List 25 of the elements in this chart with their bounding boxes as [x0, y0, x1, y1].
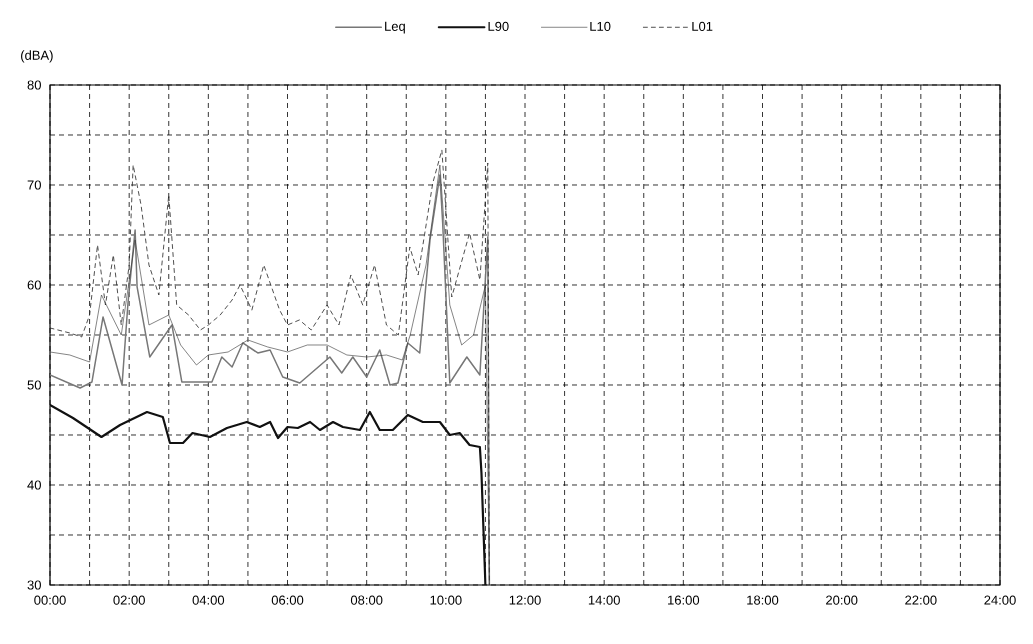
legend-label: L01 — [692, 21, 713, 31]
x-tick-label: 18:00 — [747, 595, 779, 605]
y-tick-label: 80 — [27, 80, 41, 90]
x-tick-label: 12:00 — [509, 595, 541, 605]
x-tick-label: 08:00 — [350, 595, 383, 605]
x-tick-label: 04:00 — [192, 595, 225, 605]
y-axis-title: (dBA) — [21, 50, 53, 63]
x-tick-label: 16:00 — [668, 595, 700, 605]
x-tick-label: 22:00 — [905, 595, 937, 605]
x-tick-label: 14:00 — [588, 595, 620, 605]
x-tick-label: 24:00 — [984, 595, 1016, 605]
y-tick-label: 30 — [27, 580, 41, 590]
legend-label: Leq — [385, 21, 405, 34]
y-tick-label: 60 — [27, 280, 41, 290]
y-tick-label: 40 — [27, 480, 41, 490]
legend-label: L10 — [590, 21, 611, 31]
x-tick-label: 10:00 — [430, 595, 462, 605]
x-tick-label: 00:00 — [34, 595, 66, 605]
y-tick-label: 50 — [27, 380, 41, 390]
legend-label: L90 — [488, 21, 509, 31]
x-tick-label: 02:00 — [113, 595, 145, 605]
y-tick-label: 70 — [27, 180, 41, 190]
x-tick-label: 20:00 — [826, 595, 858, 605]
line-series — [50, 403, 487, 585]
x-tick-label: 06:00 — [271, 595, 304, 605]
